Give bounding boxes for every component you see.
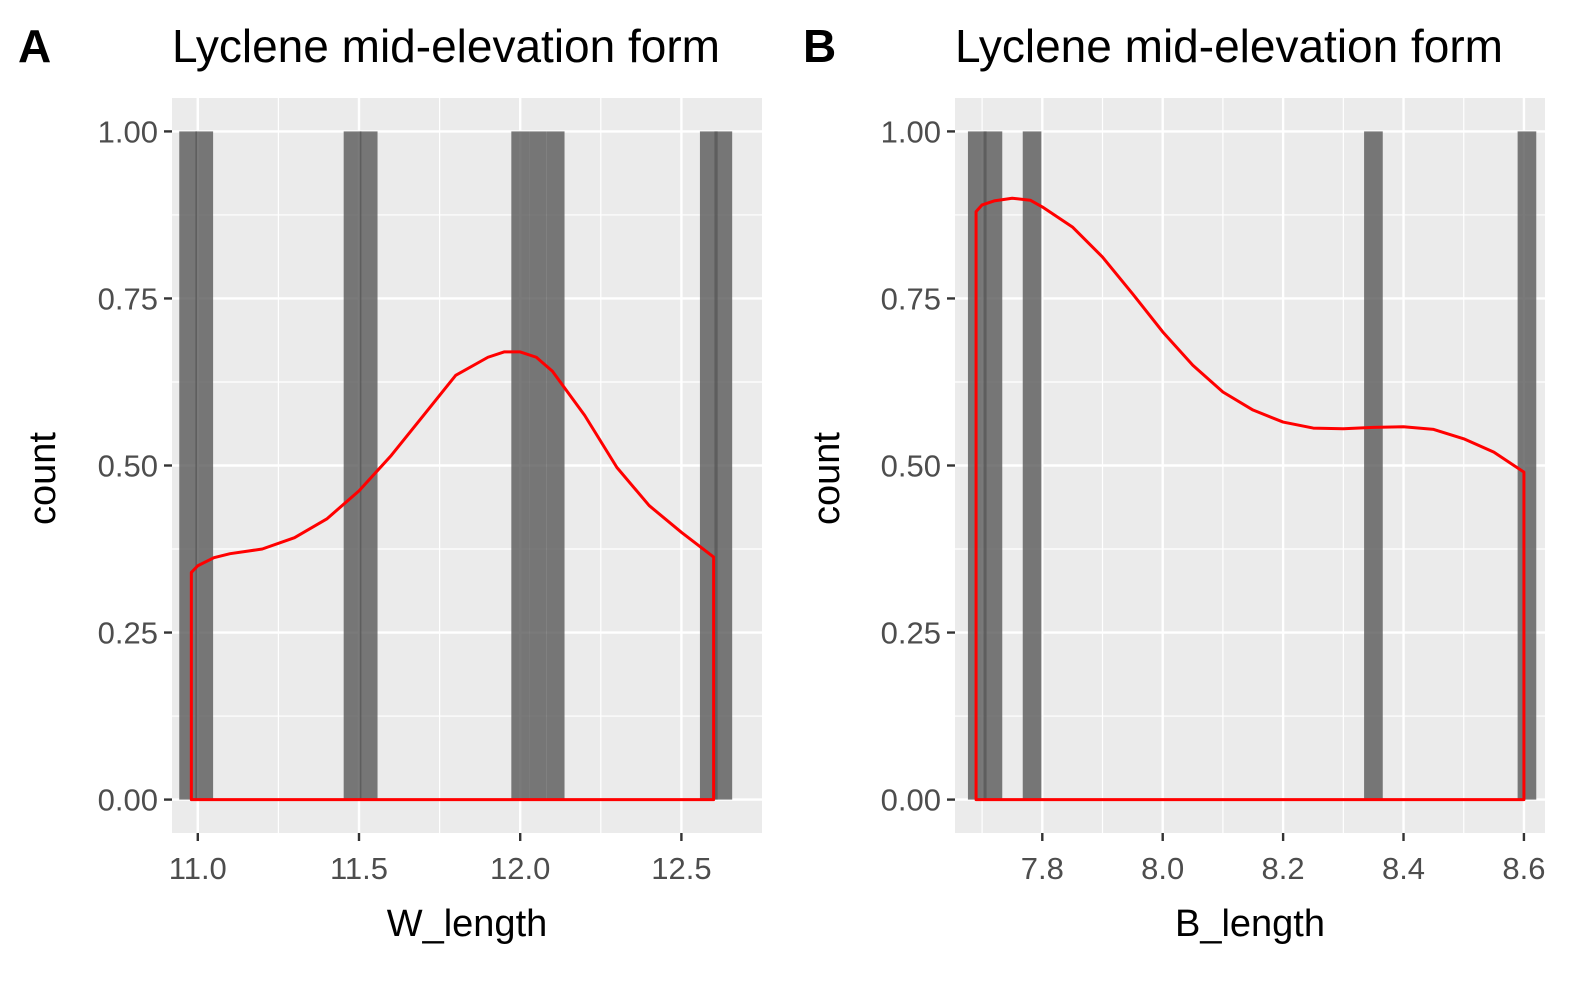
bars <box>179 131 733 800</box>
histogram-bar <box>343 131 362 800</box>
y-axis-title: count <box>806 432 848 525</box>
y-tick-label: 1.00 <box>98 114 158 149</box>
y-tick-label: 1.00 <box>881 114 941 149</box>
x-tick-label: 8.4 <box>1382 851 1425 886</box>
histogram-bar <box>195 131 214 800</box>
histogram-bar <box>546 131 565 800</box>
panel-b: B Lyclene mid-elevation form0.000.250.500… <box>803 20 1545 945</box>
x-tick-label: 7.8 <box>1021 851 1064 886</box>
histogram-bar <box>983 131 1003 800</box>
y-tick-label: 0.50 <box>881 449 941 484</box>
density-curve <box>189 350 716 802</box>
x-tick-label: 11.0 <box>169 851 227 886</box>
x-axis: 7.8 8.0 8.2 8.4 8.6 <box>1021 833 1545 886</box>
panel-letter: A <box>18 20 51 72</box>
y-tick-label: 0.75 <box>881 281 941 316</box>
x-tick-label: 8.2 <box>1262 851 1305 886</box>
x-tick-label: 8.0 <box>1141 851 1184 886</box>
x-tick-label: 12.5 <box>651 851 711 886</box>
y-axis: 0.00 0.25 0.50 0.75 1.00 <box>881 114 955 818</box>
histogram-bar <box>179 131 197 800</box>
histogram-bar <box>359 131 378 800</box>
y-tick-label: 0.50 <box>98 449 158 484</box>
y-tick-label: 0.00 <box>881 783 941 818</box>
histogram-bar <box>529 131 547 800</box>
x-axis: 11.0 11.5 12.0 12.5 <box>169 833 712 886</box>
histogram-bar <box>1022 131 1042 800</box>
y-axis-title: count <box>22 432 64 525</box>
panel-a: A Lyclene mid-elevation form0.000.250.500… <box>18 20 762 945</box>
x-tick-label: 8.6 <box>1502 851 1545 886</box>
histogram-bar <box>714 131 733 800</box>
histogram-bar <box>1364 131 1383 800</box>
density-curve <box>974 196 1526 802</box>
x-tick-label: 12.0 <box>490 851 550 886</box>
y-tick-label: 0.75 <box>98 281 158 316</box>
chart-title: Lyclene mid-elevation form <box>955 20 1503 72</box>
x-axis-title: B_length <box>1175 903 1325 945</box>
histogram-bar <box>511 131 530 800</box>
y-tick-label: 0.25 <box>881 616 941 651</box>
x-tick-label: 11.5 <box>330 851 388 886</box>
y-tick-label: 0.00 <box>98 783 158 818</box>
y-axis: 0.00 0.25 0.50 0.75 1.00 <box>98 114 172 818</box>
chart-title: Lyclene mid-elevation form <box>172 20 720 72</box>
histogram-bar <box>1517 131 1537 800</box>
y-tick-label: 0.25 <box>98 616 158 651</box>
panel-letter: B <box>803 20 836 72</box>
x-axis-title: W_length <box>387 903 548 945</box>
